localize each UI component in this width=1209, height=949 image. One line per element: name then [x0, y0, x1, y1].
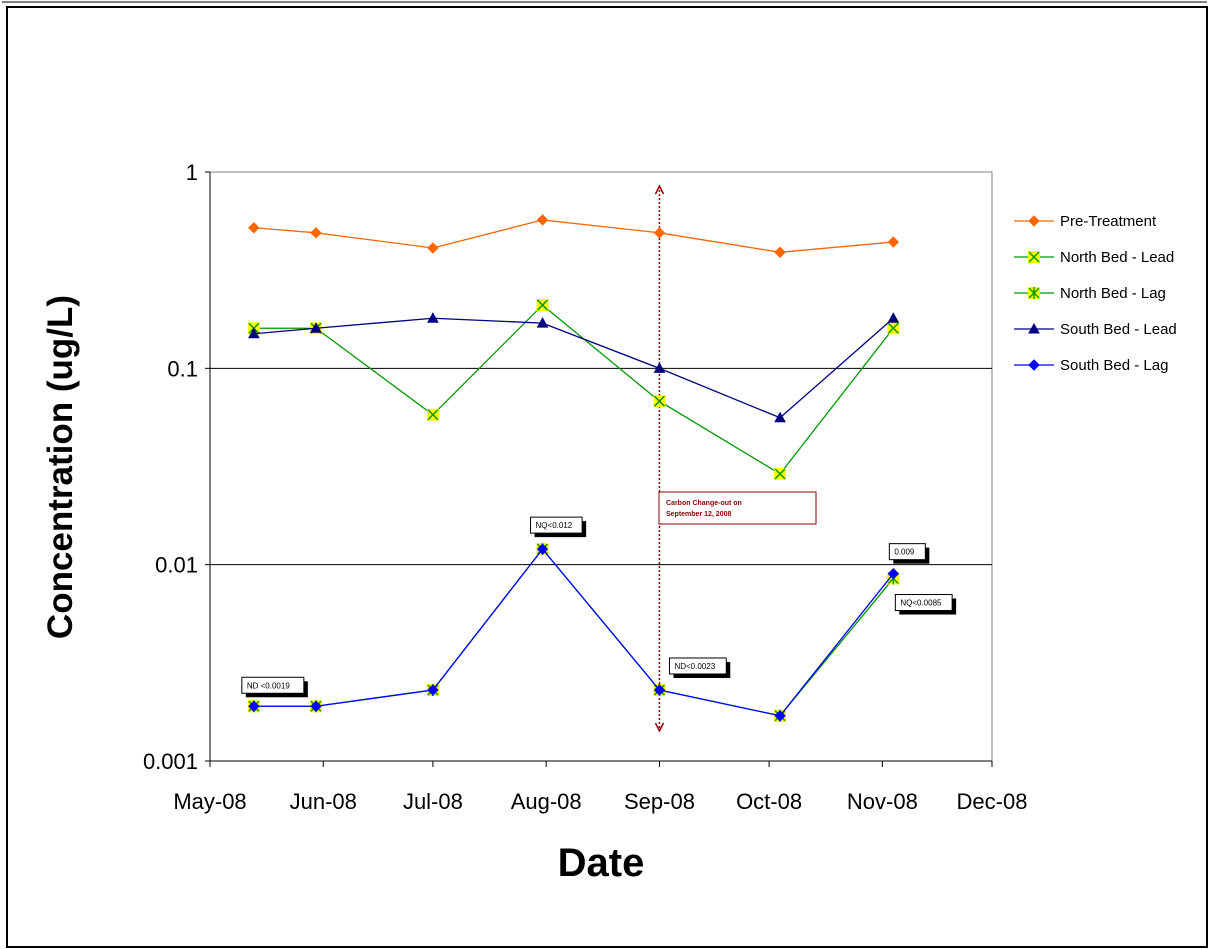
data-point	[653, 227, 666, 239]
x-tick-label: Oct-08	[736, 789, 802, 814]
data-point-stroke	[1028, 251, 1040, 263]
data-point	[1028, 287, 1040, 299]
data-point	[248, 327, 260, 339]
annotation-label: ND <0.0019	[241, 676, 308, 698]
data-point	[427, 312, 439, 323]
data-point	[774, 467, 787, 480]
change-out-callout: Carbon Change-out on September 12, 2008	[658, 491, 817, 525]
annotation-label: NQ<0.0085	[894, 594, 957, 615]
data-point	[887, 567, 900, 580]
change-out-marker	[654, 184, 665, 733]
data-point	[310, 700, 322, 712]
data-point	[536, 299, 549, 312]
change-out-arrow-down	[654, 722, 665, 733]
annotation-box	[894, 594, 953, 612]
legend-label: North Bed - Lag	[1060, 285, 1166, 302]
series-south-bed-lead	[248, 312, 900, 423]
annotation-label: 0.009	[888, 543, 930, 564]
data-point	[536, 317, 549, 328]
data-point	[248, 700, 260, 712]
annotation-text: ND<0.0023	[674, 662, 715, 671]
annotation-box	[668, 657, 727, 675]
data-point	[1028, 322, 1040, 334]
plot-area	[209, 171, 993, 762]
y-tick-label: 1	[186, 160, 198, 185]
data-point	[887, 322, 900, 335]
legend-item: South Bed - Lead	[1014, 321, 1177, 338]
annotation-text: NQ<0.012	[536, 521, 573, 530]
data-point	[310, 227, 322, 239]
data-point-stroke	[537, 299, 549, 311]
annotations: ND <0.0019 NQ<0.012 ND<0.0023 0.009 NQ<0.008…	[241, 491, 957, 698]
legend-label: South Bed - Lead	[1060, 321, 1177, 338]
callout-box	[658, 491, 817, 525]
data-point	[248, 222, 260, 234]
legend-item: Pre-Treatment	[1014, 213, 1157, 230]
annotation-box	[888, 543, 926, 561]
data-point	[653, 395, 666, 408]
annotation-label: ND<0.0023	[668, 657, 731, 678]
annotation-text: ND <0.0019	[247, 681, 290, 690]
data-point	[426, 408, 439, 421]
y-tick-label: 0.001	[143, 749, 198, 774]
axes: 1 0.1 0.01 0.001 May-08 Jun-08 Jul-08 Aug-08 Sep…	[143, 160, 1028, 814]
annotation-box	[530, 516, 583, 534]
data-point	[536, 214, 549, 226]
y-tick-label: 0.1	[167, 356, 198, 381]
annotation-label: NQ<0.012	[530, 516, 587, 538]
data-point	[653, 362, 666, 373]
x-tick-label: Jun-08	[290, 789, 357, 814]
data-point-stroke	[653, 395, 665, 407]
annotation-box	[241, 676, 305, 694]
legend: Pre-Treatment North Bed - Lead North Bed -…	[1014, 213, 1177, 374]
data-point	[774, 710, 786, 722]
data-point	[1028, 215, 1040, 227]
data-point-stroke	[427, 409, 439, 421]
data-point	[653, 684, 666, 696]
series-pre-treatment	[248, 214, 900, 258]
x-tick-label: Jul-08	[403, 789, 463, 814]
data-point	[536, 543, 549, 555]
legend-item: South Bed - Lag	[1014, 357, 1168, 374]
data-point	[1028, 251, 1040, 263]
x-tick-label: Aug-08	[511, 789, 582, 814]
x-tick-label: Sep-08	[624, 789, 695, 814]
change-out-arrow-up	[654, 184, 665, 195]
data-point	[887, 312, 900, 323]
y-tick-label: 0.01	[155, 553, 198, 578]
data-point-stroke	[887, 322, 899, 334]
data-point	[427, 684, 439, 696]
data-point	[887, 236, 900, 248]
data-point	[774, 411, 786, 423]
chart-border	[6, 6, 1208, 948]
x-tick-label: May-08	[173, 789, 246, 814]
legend-label: Pre-Treatment	[1060, 213, 1157, 230]
x-tick-label: Nov-08	[847, 789, 918, 814]
data-point	[427, 242, 439, 254]
series-south-bed-lag	[248, 543, 900, 722]
annotation-text: NQ<0.0085	[900, 599, 942, 608]
y-axis-label: Concentration (ug/L)	[41, 295, 80, 639]
legend-item: North Bed - Lag	[1014, 285, 1166, 302]
legend-label: South Bed - Lag	[1060, 357, 1168, 374]
x-axis-label: Date	[558, 841, 645, 885]
data-point-stroke	[774, 468, 786, 480]
data-point	[310, 322, 322, 333]
callout-text: September 12, 2008	[666, 511, 731, 518]
series-layer	[247, 214, 900, 722]
annotation-text: 0.009	[894, 548, 915, 557]
x-tick-label: Dec-08	[957, 789, 1028, 814]
legend-label: North Bed - Lead	[1060, 249, 1174, 266]
data-point	[1028, 359, 1040, 371]
callout-text: Carbon Change-out on	[666, 500, 742, 507]
legend-item: North Bed - Lead	[1014, 249, 1174, 266]
data-point	[774, 246, 786, 258]
